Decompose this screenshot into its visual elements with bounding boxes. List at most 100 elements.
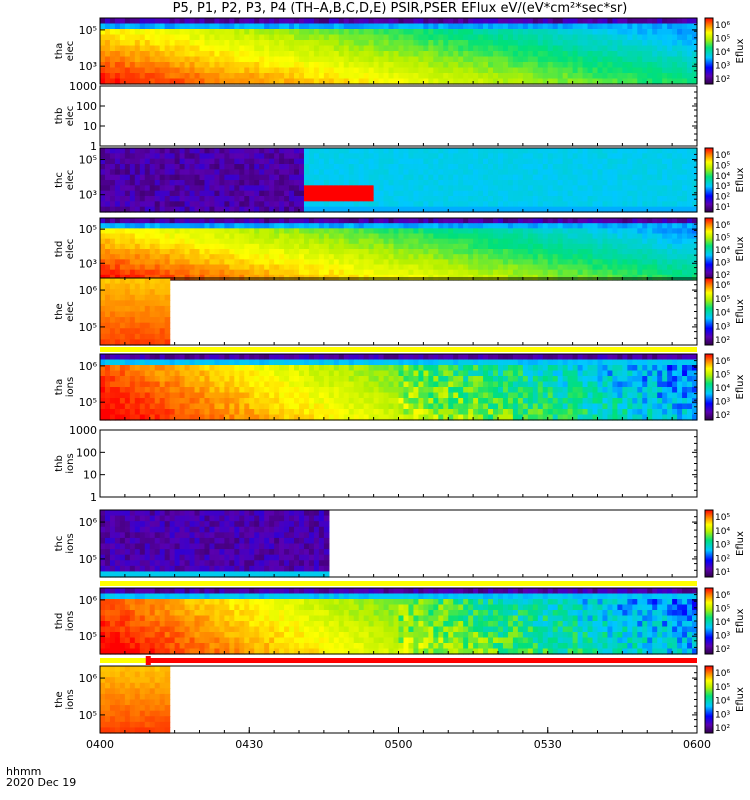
heatmap-cell xyxy=(403,56,410,63)
heatmap-cell xyxy=(443,238,449,245)
heatmap-cell xyxy=(373,40,380,47)
heatmap-cell xyxy=(328,34,335,41)
heatmap-cell xyxy=(433,23,439,30)
heatmap-cell xyxy=(463,196,469,202)
heatmap-cell xyxy=(234,354,240,361)
heatmap-cell xyxy=(557,190,564,197)
heatmap-cell xyxy=(473,23,479,30)
heatmap-cell xyxy=(597,56,604,63)
heatmap-cell xyxy=(403,45,410,52)
heatmap-cell xyxy=(602,174,609,181)
heatmap-cell xyxy=(557,51,564,58)
heatmap-cell xyxy=(239,254,245,260)
heatmap-cell xyxy=(279,148,285,154)
heatmap-cell xyxy=(109,29,116,36)
heatmap-cell xyxy=(109,174,116,181)
heatmap-cell xyxy=(279,233,285,240)
heatmap-cell xyxy=(338,259,345,266)
heatmap-cell xyxy=(219,18,225,25)
heatmap-cell xyxy=(254,190,260,197)
heatmap-cell xyxy=(393,233,400,240)
heatmap-cell xyxy=(100,243,106,250)
heatmap-cell xyxy=(597,148,604,154)
heatmap-cell xyxy=(682,62,688,69)
heatmap-cell xyxy=(612,158,618,165)
heatmap-cell xyxy=(433,218,439,224)
heatmap-cell xyxy=(174,56,181,63)
heatmap-cell xyxy=(368,259,375,266)
heatmap-cell xyxy=(592,254,599,260)
heatmap-cell xyxy=(423,174,429,181)
heatmap-cell xyxy=(318,218,325,224)
heatmap-cell xyxy=(224,164,230,170)
heatmap-cell xyxy=(443,218,449,224)
heatmap-cell xyxy=(164,62,171,69)
heatmap-cell xyxy=(363,233,370,240)
heatmap-cell xyxy=(507,148,514,154)
heatmap-cell xyxy=(119,311,126,318)
heatmap-cell xyxy=(458,254,464,260)
heatmap-cell xyxy=(637,23,643,30)
heatmap-cell xyxy=(134,206,141,213)
heatmap-cell xyxy=(552,73,559,80)
heatmap-cell xyxy=(209,169,216,176)
heatmap-cell xyxy=(284,23,290,30)
heatmap-cell xyxy=(139,51,146,58)
colorbar-tick-label: 10³ xyxy=(715,182,730,192)
heatmap-cell xyxy=(274,243,280,250)
heatmap-cell xyxy=(264,243,270,250)
heatmap-cell xyxy=(313,228,320,235)
heatmap-cell xyxy=(562,259,569,266)
heatmap-cell xyxy=(264,62,270,69)
heatmap-cell xyxy=(294,174,300,181)
heatmap-cell xyxy=(333,164,340,170)
heatmap-cell xyxy=(124,278,131,285)
heatmap-cell xyxy=(512,254,519,260)
heatmap-cell xyxy=(627,218,633,224)
heatmap-cell xyxy=(368,206,375,213)
heatmap-cell xyxy=(189,414,196,421)
heatmap-cell xyxy=(139,370,146,377)
heatmap-cell xyxy=(687,148,693,154)
heatmap-cell xyxy=(154,370,161,377)
heatmap-cell xyxy=(677,45,683,52)
heatmap-cell xyxy=(343,51,350,58)
heatmap-cell xyxy=(174,185,181,192)
heatmap-cell xyxy=(209,180,216,186)
heatmap-cell xyxy=(473,73,479,80)
heatmap-cell xyxy=(468,185,474,192)
heatmap-cell xyxy=(323,264,330,271)
heatmap-cell xyxy=(239,180,245,186)
heatmap-cell xyxy=(338,185,345,192)
heatmap-cell xyxy=(478,78,484,85)
heatmap-cell xyxy=(378,238,385,245)
heatmap-cell xyxy=(567,243,574,250)
heatmap-cell xyxy=(413,148,419,154)
heatmap-cell xyxy=(517,174,524,181)
heatmap-cell xyxy=(144,56,151,63)
heatmap-cell xyxy=(239,23,245,30)
heatmap-cell xyxy=(119,62,126,69)
heatmap-cell xyxy=(622,51,628,58)
heatmap-cell xyxy=(299,269,305,276)
heatmap-cell xyxy=(423,201,429,208)
heatmap-cell xyxy=(413,164,419,170)
heatmap-cell xyxy=(493,169,499,176)
heatmap-cell xyxy=(234,23,240,30)
heatmap-cell xyxy=(154,317,161,324)
heatmap-cell xyxy=(234,164,240,170)
heatmap-cell xyxy=(134,311,141,318)
heatmap-cell xyxy=(662,153,668,160)
y-axis-label-line: tha xyxy=(54,43,65,59)
heatmap-cell xyxy=(453,223,459,229)
heatmap-cell xyxy=(104,23,111,30)
heatmap-cell xyxy=(532,23,539,30)
heatmap-cell xyxy=(423,249,429,255)
heatmap-cell xyxy=(677,158,683,165)
heatmap-cell xyxy=(294,169,300,176)
heatmap-cell xyxy=(214,78,220,85)
heatmap-cell xyxy=(627,164,633,170)
heatmap-cell xyxy=(114,300,121,307)
heatmap-cell xyxy=(542,180,549,186)
